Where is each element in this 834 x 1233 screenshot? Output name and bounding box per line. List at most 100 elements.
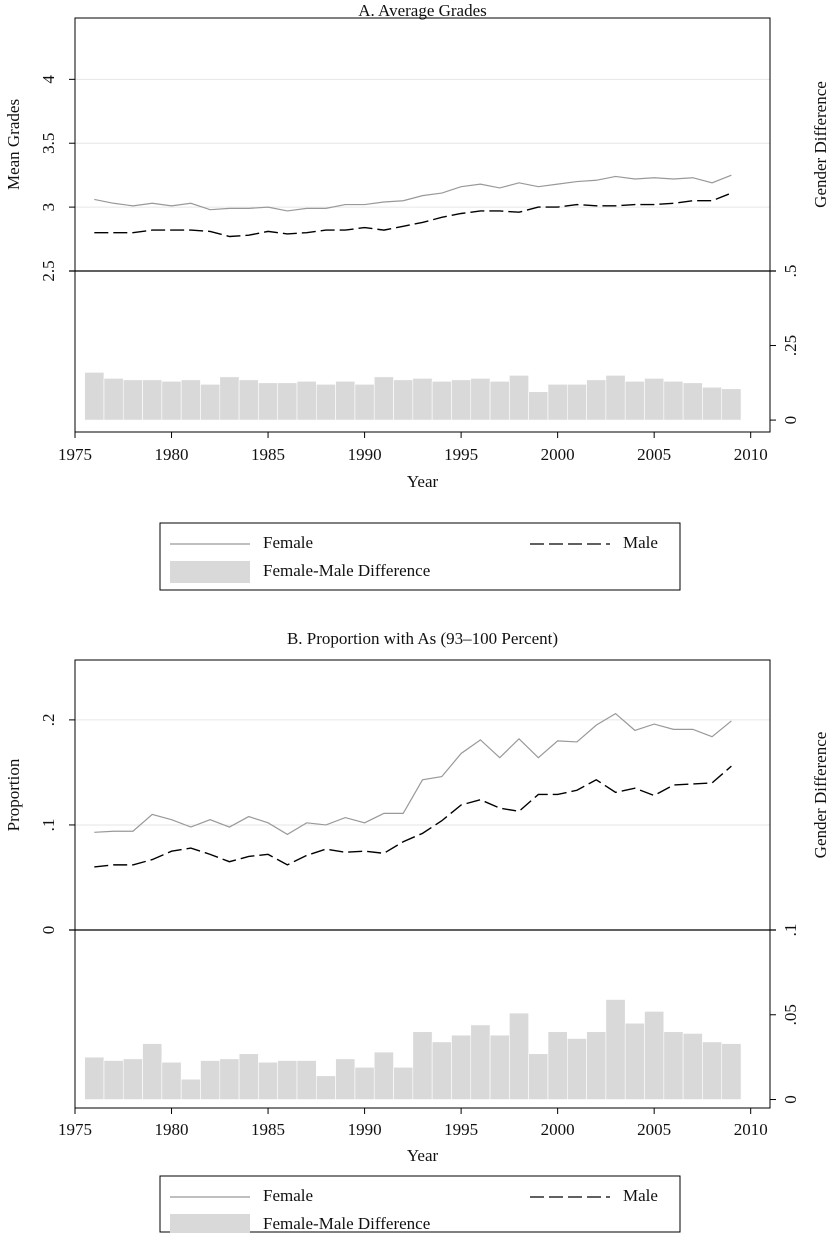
bar [431, 1041, 452, 1100]
x-tick-label: 2010 [734, 1120, 768, 1139]
plot-frame [74, 17, 771, 433]
bar [489, 1034, 510, 1100]
bar [335, 1058, 356, 1100]
bar [721, 388, 742, 421]
line-series [94, 765, 732, 868]
bar [200, 383, 221, 421]
bar [373, 376, 394, 421]
y-tick-label: 3 [39, 203, 58, 212]
line-series [94, 174, 732, 212]
x-tick-label: 2010 [734, 445, 768, 464]
bar [566, 383, 587, 421]
bar [238, 1053, 259, 1100]
y2-axis-title: Gender Difference [811, 81, 830, 208]
bar [103, 1060, 124, 1100]
y2-tick-label: 0 [781, 1095, 800, 1104]
bar [412, 1031, 433, 1100]
x-axis-title: Year [407, 472, 439, 491]
legend-label: Female [263, 1186, 313, 1205]
bar [354, 1067, 375, 1100]
bar [509, 375, 529, 421]
bar [84, 372, 105, 421]
legend-label: Female-Male Difference [263, 1214, 430, 1233]
bar [296, 1060, 317, 1100]
bar [605, 999, 626, 1100]
x-tick-label: 1975 [58, 445, 92, 464]
x-tick-label: 2000 [541, 1120, 575, 1139]
bar [142, 1043, 163, 1100]
bar [682, 382, 703, 421]
bar [566, 1038, 587, 1100]
bar [180, 379, 201, 421]
bar [470, 378, 491, 421]
line-series [94, 192, 732, 238]
bar [316, 383, 336, 421]
bar [200, 1060, 221, 1100]
bar [605, 375, 626, 421]
bar [644, 378, 665, 421]
bar [682, 1033, 703, 1100]
bar [316, 1075, 336, 1100]
y-tick-label: .1 [39, 819, 58, 832]
bar [122, 379, 143, 421]
bar [180, 1078, 201, 1100]
x-tick-label: 1995 [444, 1120, 478, 1139]
x-tick-label: 2005 [637, 445, 671, 464]
bar [122, 1058, 143, 1100]
y-tick-label: 0 [39, 926, 58, 935]
legend-label: Male [623, 533, 658, 552]
y-tick-label: 4 [39, 75, 58, 84]
bar [451, 379, 472, 421]
bar [721, 1043, 742, 1100]
y-tick-label: .2 [39, 714, 58, 727]
y2-tick-label: .5 [781, 265, 800, 278]
legend-label: Female [263, 533, 313, 552]
bar [663, 1031, 684, 1100]
x-axis-title: Year [407, 1146, 439, 1165]
y-axis-title: Proportion [4, 758, 23, 831]
y2-axis-title: Gender Difference [811, 732, 830, 859]
chart-title: A. Average Grades [358, 1, 487, 20]
bar [644, 1011, 665, 1100]
x-tick-label: 1985 [251, 445, 285, 464]
plot-frame [74, 659, 771, 1109]
bar [335, 381, 356, 421]
bar [547, 383, 568, 421]
bar [586, 379, 607, 421]
bar [142, 379, 163, 421]
bar [258, 382, 279, 421]
bar [528, 391, 549, 421]
bar [451, 1034, 472, 1100]
x-tick-label: 1975 [58, 1120, 92, 1139]
bar [84, 1056, 105, 1100]
bar [470, 1024, 491, 1100]
bar [219, 376, 240, 421]
bar [663, 381, 684, 421]
bar [624, 381, 645, 421]
bar [373, 1051, 394, 1100]
bar [509, 1012, 529, 1100]
chart-title: B. Proportion with As (93–100 Percent) [287, 629, 558, 648]
bar [161, 381, 182, 421]
bar [393, 1067, 414, 1100]
bar [489, 381, 510, 421]
bar [103, 378, 124, 421]
y2-tick-label: 0 [781, 416, 800, 425]
bar [161, 1061, 182, 1100]
bar [296, 381, 317, 421]
bar [702, 386, 723, 421]
legend-swatch [170, 561, 250, 583]
bar [431, 381, 452, 421]
y2-tick-label: .05 [781, 1004, 800, 1025]
y2-tick-label: .25 [781, 335, 800, 356]
x-tick-label: 2005 [637, 1120, 671, 1139]
legend-label: Female-Male Difference [263, 561, 430, 580]
bar [277, 382, 298, 421]
bar [412, 378, 433, 421]
bar [528, 1053, 549, 1100]
bar [277, 1060, 298, 1100]
bar [624, 1022, 645, 1100]
bar [393, 379, 414, 421]
